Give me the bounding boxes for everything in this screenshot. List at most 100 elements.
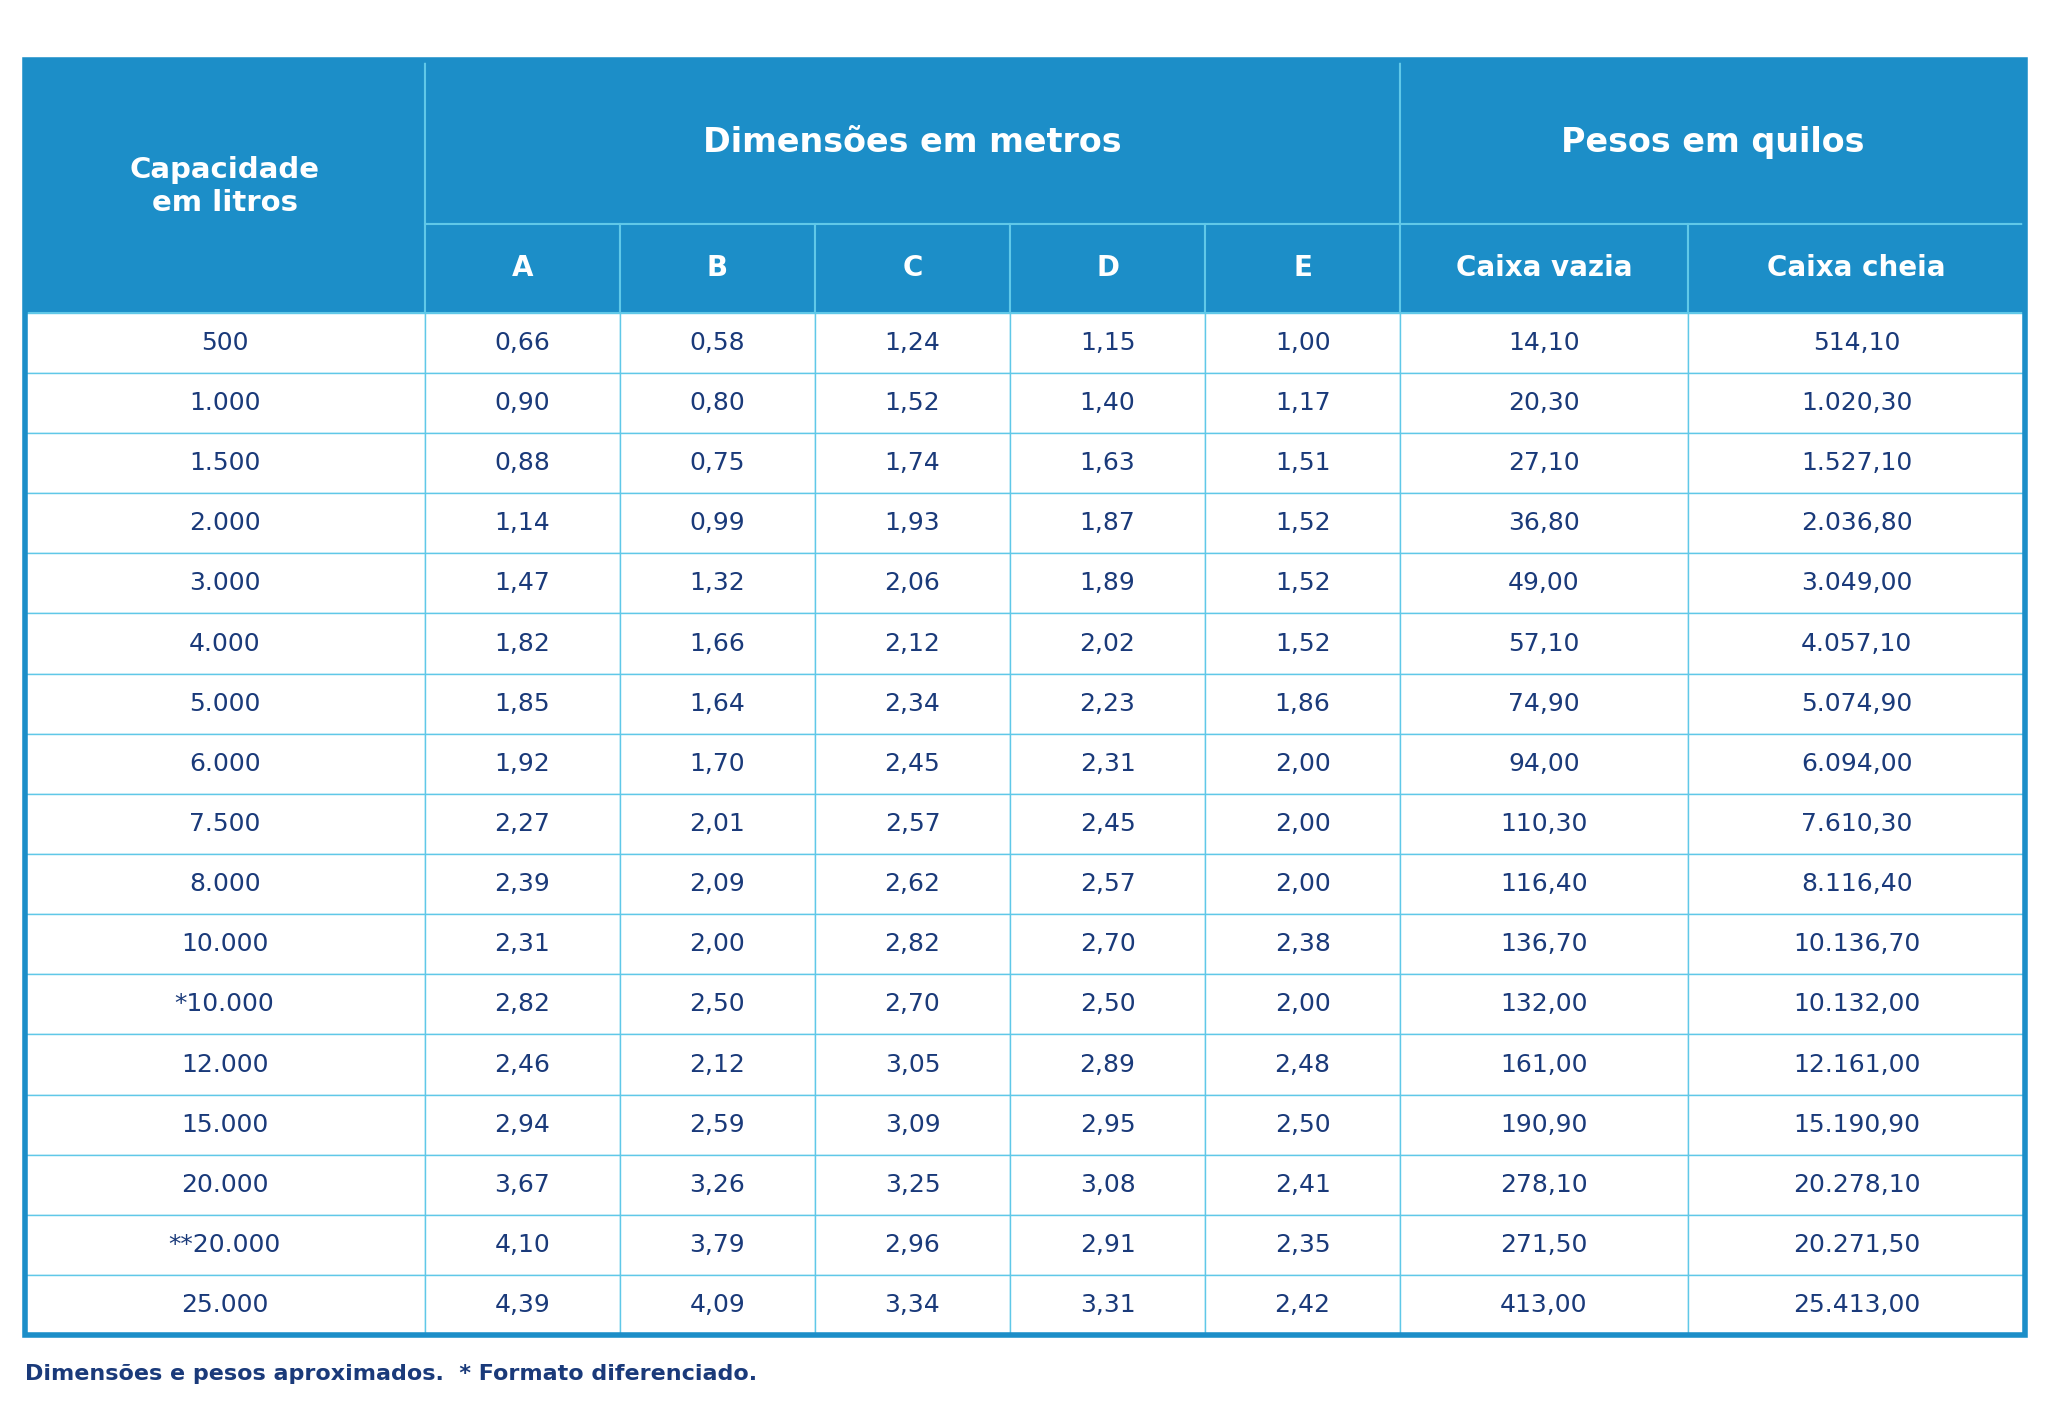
Text: 1,70: 1,70	[689, 751, 746, 775]
Text: 1.527,10: 1.527,10	[1802, 451, 1913, 476]
Text: 2,48: 2,48	[1275, 1052, 1330, 1077]
Text: 2,45: 2,45	[886, 751, 941, 775]
Text: 0,75: 0,75	[689, 451, 744, 476]
Text: 2,62: 2,62	[884, 873, 941, 897]
Bar	[1011, 1095, 1205, 1155]
Bar	[619, 914, 816, 974]
Bar	[424, 553, 619, 614]
Bar	[619, 1155, 816, 1215]
Text: 0,99: 0,99	[689, 511, 746, 536]
Text: 1,86: 1,86	[1275, 691, 1330, 715]
Text: 0,90: 0,90	[494, 391, 549, 416]
Bar	[619, 794, 816, 854]
Text: 2,82: 2,82	[494, 992, 549, 1017]
Bar	[424, 224, 619, 313]
Bar	[1011, 854, 1205, 914]
Bar	[816, 553, 1011, 614]
Bar	[1687, 373, 2025, 433]
Bar	[1205, 734, 1400, 794]
Text: 2,35: 2,35	[1275, 1232, 1330, 1257]
Bar	[816, 614, 1011, 674]
Text: 1,66: 1,66	[689, 631, 746, 655]
Text: 3,25: 3,25	[886, 1172, 941, 1197]
Text: 2,00: 2,00	[1275, 992, 1330, 1017]
Bar	[25, 1034, 424, 1095]
Bar	[1205, 614, 1400, 674]
Bar	[1687, 614, 2025, 674]
Text: 136,70: 136,70	[1501, 932, 1587, 957]
Text: 4.000: 4.000	[189, 631, 260, 655]
Bar	[25, 854, 424, 914]
Bar	[424, 1275, 619, 1335]
Text: 2,94: 2,94	[494, 1112, 549, 1137]
Bar	[1400, 1034, 1687, 1095]
Text: 1,89: 1,89	[1080, 571, 1136, 595]
Text: 1,51: 1,51	[1275, 451, 1330, 476]
Bar	[619, 224, 816, 313]
Text: 1.000: 1.000	[189, 391, 260, 416]
Text: 0,80: 0,80	[689, 391, 746, 416]
Text: 1,40: 1,40	[1080, 391, 1136, 416]
Text: 2.036,80: 2.036,80	[1800, 511, 1913, 536]
Bar	[1400, 60, 2025, 224]
Text: 36,80: 36,80	[1509, 511, 1581, 536]
Text: 2,59: 2,59	[689, 1112, 746, 1137]
Bar	[1687, 493, 2025, 553]
Bar	[1011, 1275, 1205, 1335]
Text: 6.000: 6.000	[189, 751, 260, 775]
Bar	[816, 224, 1011, 313]
Bar	[25, 373, 424, 433]
Bar	[1687, 674, 2025, 734]
Text: 25.000: 25.000	[180, 1294, 269, 1317]
Bar	[25, 914, 424, 974]
Bar	[816, 493, 1011, 553]
Text: 2,41: 2,41	[1275, 1172, 1330, 1197]
Bar	[1205, 1155, 1400, 1215]
Text: 2,70: 2,70	[1080, 932, 1136, 957]
Text: 2,57: 2,57	[886, 813, 941, 835]
Text: 2,00: 2,00	[1275, 751, 1330, 775]
Bar	[1687, 914, 2025, 974]
Bar	[1687, 1034, 2025, 1095]
Text: 14,10: 14,10	[1509, 331, 1581, 354]
Bar	[816, 1215, 1011, 1275]
Bar	[25, 60, 2025, 1335]
Text: 2,00: 2,00	[1275, 813, 1330, 835]
Bar	[1205, 433, 1400, 493]
Bar	[1687, 1095, 2025, 1155]
Text: 2,70: 2,70	[886, 992, 941, 1017]
Bar	[1205, 313, 1400, 373]
Bar	[1011, 553, 1205, 614]
Text: 2,38: 2,38	[1275, 932, 1330, 957]
Bar	[1400, 914, 1687, 974]
Bar	[1687, 974, 2025, 1034]
Text: 2,42: 2,42	[1275, 1294, 1330, 1317]
Text: 1,14: 1,14	[494, 511, 549, 536]
Bar	[1687, 433, 2025, 493]
Bar	[25, 493, 424, 553]
Bar	[619, 1275, 816, 1335]
Bar	[25, 614, 424, 674]
Text: 5.074,90: 5.074,90	[1802, 691, 1913, 715]
Text: 1,93: 1,93	[886, 511, 941, 536]
Bar	[1011, 974, 1205, 1034]
Text: 4,10: 4,10	[494, 1232, 549, 1257]
Text: 3,31: 3,31	[1080, 1294, 1136, 1317]
Bar	[1400, 313, 1687, 373]
Bar	[1011, 914, 1205, 974]
Text: 3,26: 3,26	[689, 1172, 746, 1197]
Text: 10.000: 10.000	[180, 932, 269, 957]
Text: 4.057,10: 4.057,10	[1802, 631, 1913, 655]
Text: Capacidade
em litros: Capacidade em litros	[129, 156, 320, 217]
Bar	[25, 313, 424, 373]
Text: 2,57: 2,57	[1080, 873, 1136, 897]
Text: 1,52: 1,52	[886, 391, 941, 416]
Bar	[1011, 674, 1205, 734]
Text: 20.278,10: 20.278,10	[1794, 1172, 1921, 1197]
Bar	[816, 674, 1011, 734]
Bar	[1687, 794, 2025, 854]
Text: 514,10: 514,10	[1812, 331, 1900, 354]
Text: Caixa vazia: Caixa vazia	[1456, 254, 1632, 283]
Text: 4,39: 4,39	[494, 1294, 549, 1317]
Bar	[1011, 794, 1205, 854]
